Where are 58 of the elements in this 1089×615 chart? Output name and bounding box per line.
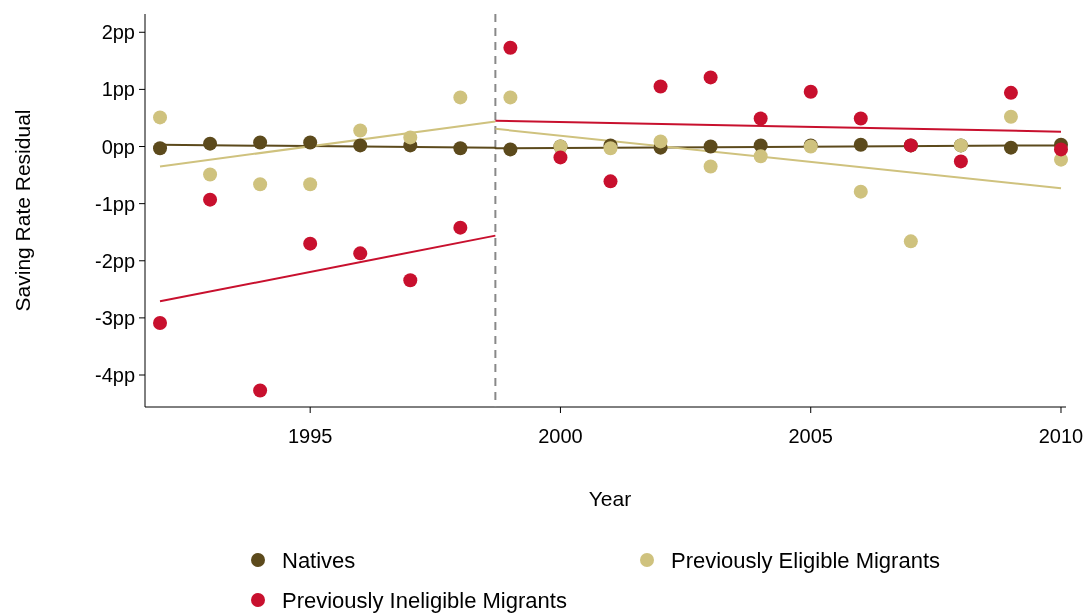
legend-label: Previously Ineligible Migrants bbox=[282, 587, 567, 613]
point bbox=[703, 70, 718, 85]
legend-label: Previously Eligible Migrants bbox=[671, 547, 940, 573]
point bbox=[903, 234, 918, 249]
point bbox=[453, 220, 468, 235]
y-tick-label: -2pp bbox=[94, 249, 135, 272]
point bbox=[653, 134, 668, 149]
point bbox=[703, 139, 718, 154]
y-tick-label: -1pp bbox=[94, 192, 135, 215]
y-tick-label: 0pp bbox=[101, 135, 135, 158]
point bbox=[203, 192, 218, 207]
point bbox=[1003, 85, 1018, 100]
point bbox=[353, 123, 368, 138]
point bbox=[753, 111, 768, 126]
legend-label: Natives bbox=[282, 547, 356, 573]
point bbox=[803, 84, 818, 99]
point bbox=[253, 135, 268, 150]
point bbox=[753, 149, 768, 164]
point bbox=[503, 142, 518, 157]
point bbox=[403, 273, 418, 288]
point bbox=[303, 236, 318, 251]
x-axis-title: Year bbox=[588, 487, 632, 510]
point bbox=[953, 154, 968, 169]
point bbox=[653, 79, 668, 94]
point bbox=[153, 110, 168, 125]
point bbox=[1053, 142, 1068, 157]
point bbox=[153, 316, 168, 331]
point bbox=[403, 130, 418, 145]
point bbox=[303, 177, 318, 192]
y-tick-label: -4pp bbox=[94, 364, 135, 387]
point bbox=[253, 177, 268, 192]
x-tick-label: 1995 bbox=[287, 425, 333, 447]
point bbox=[1003, 140, 1018, 155]
point bbox=[303, 135, 318, 150]
point bbox=[603, 174, 618, 189]
point bbox=[253, 383, 268, 398]
point bbox=[353, 138, 368, 153]
point bbox=[853, 137, 868, 152]
point bbox=[503, 90, 518, 105]
point bbox=[503, 40, 518, 55]
point bbox=[203, 167, 218, 182]
y-axis-title: Saving Rate Residual bbox=[11, 109, 34, 312]
point bbox=[553, 150, 568, 165]
x-tick-label: 2010 bbox=[1038, 425, 1084, 447]
point bbox=[853, 111, 868, 126]
point bbox=[1003, 109, 1018, 124]
point bbox=[703, 159, 718, 174]
y-tick-label: 1pp bbox=[101, 78, 135, 101]
point bbox=[203, 136, 218, 151]
point bbox=[153, 141, 168, 156]
point bbox=[353, 246, 368, 261]
y-tick-label: 2pp bbox=[101, 21, 135, 44]
point bbox=[453, 141, 468, 156]
x-tick-label: 2000 bbox=[538, 425, 583, 447]
point bbox=[853, 184, 868, 199]
point bbox=[453, 90, 468, 105]
x-tick-label: 2005 bbox=[788, 425, 833, 447]
y-tick-label: -3pp bbox=[94, 306, 135, 329]
